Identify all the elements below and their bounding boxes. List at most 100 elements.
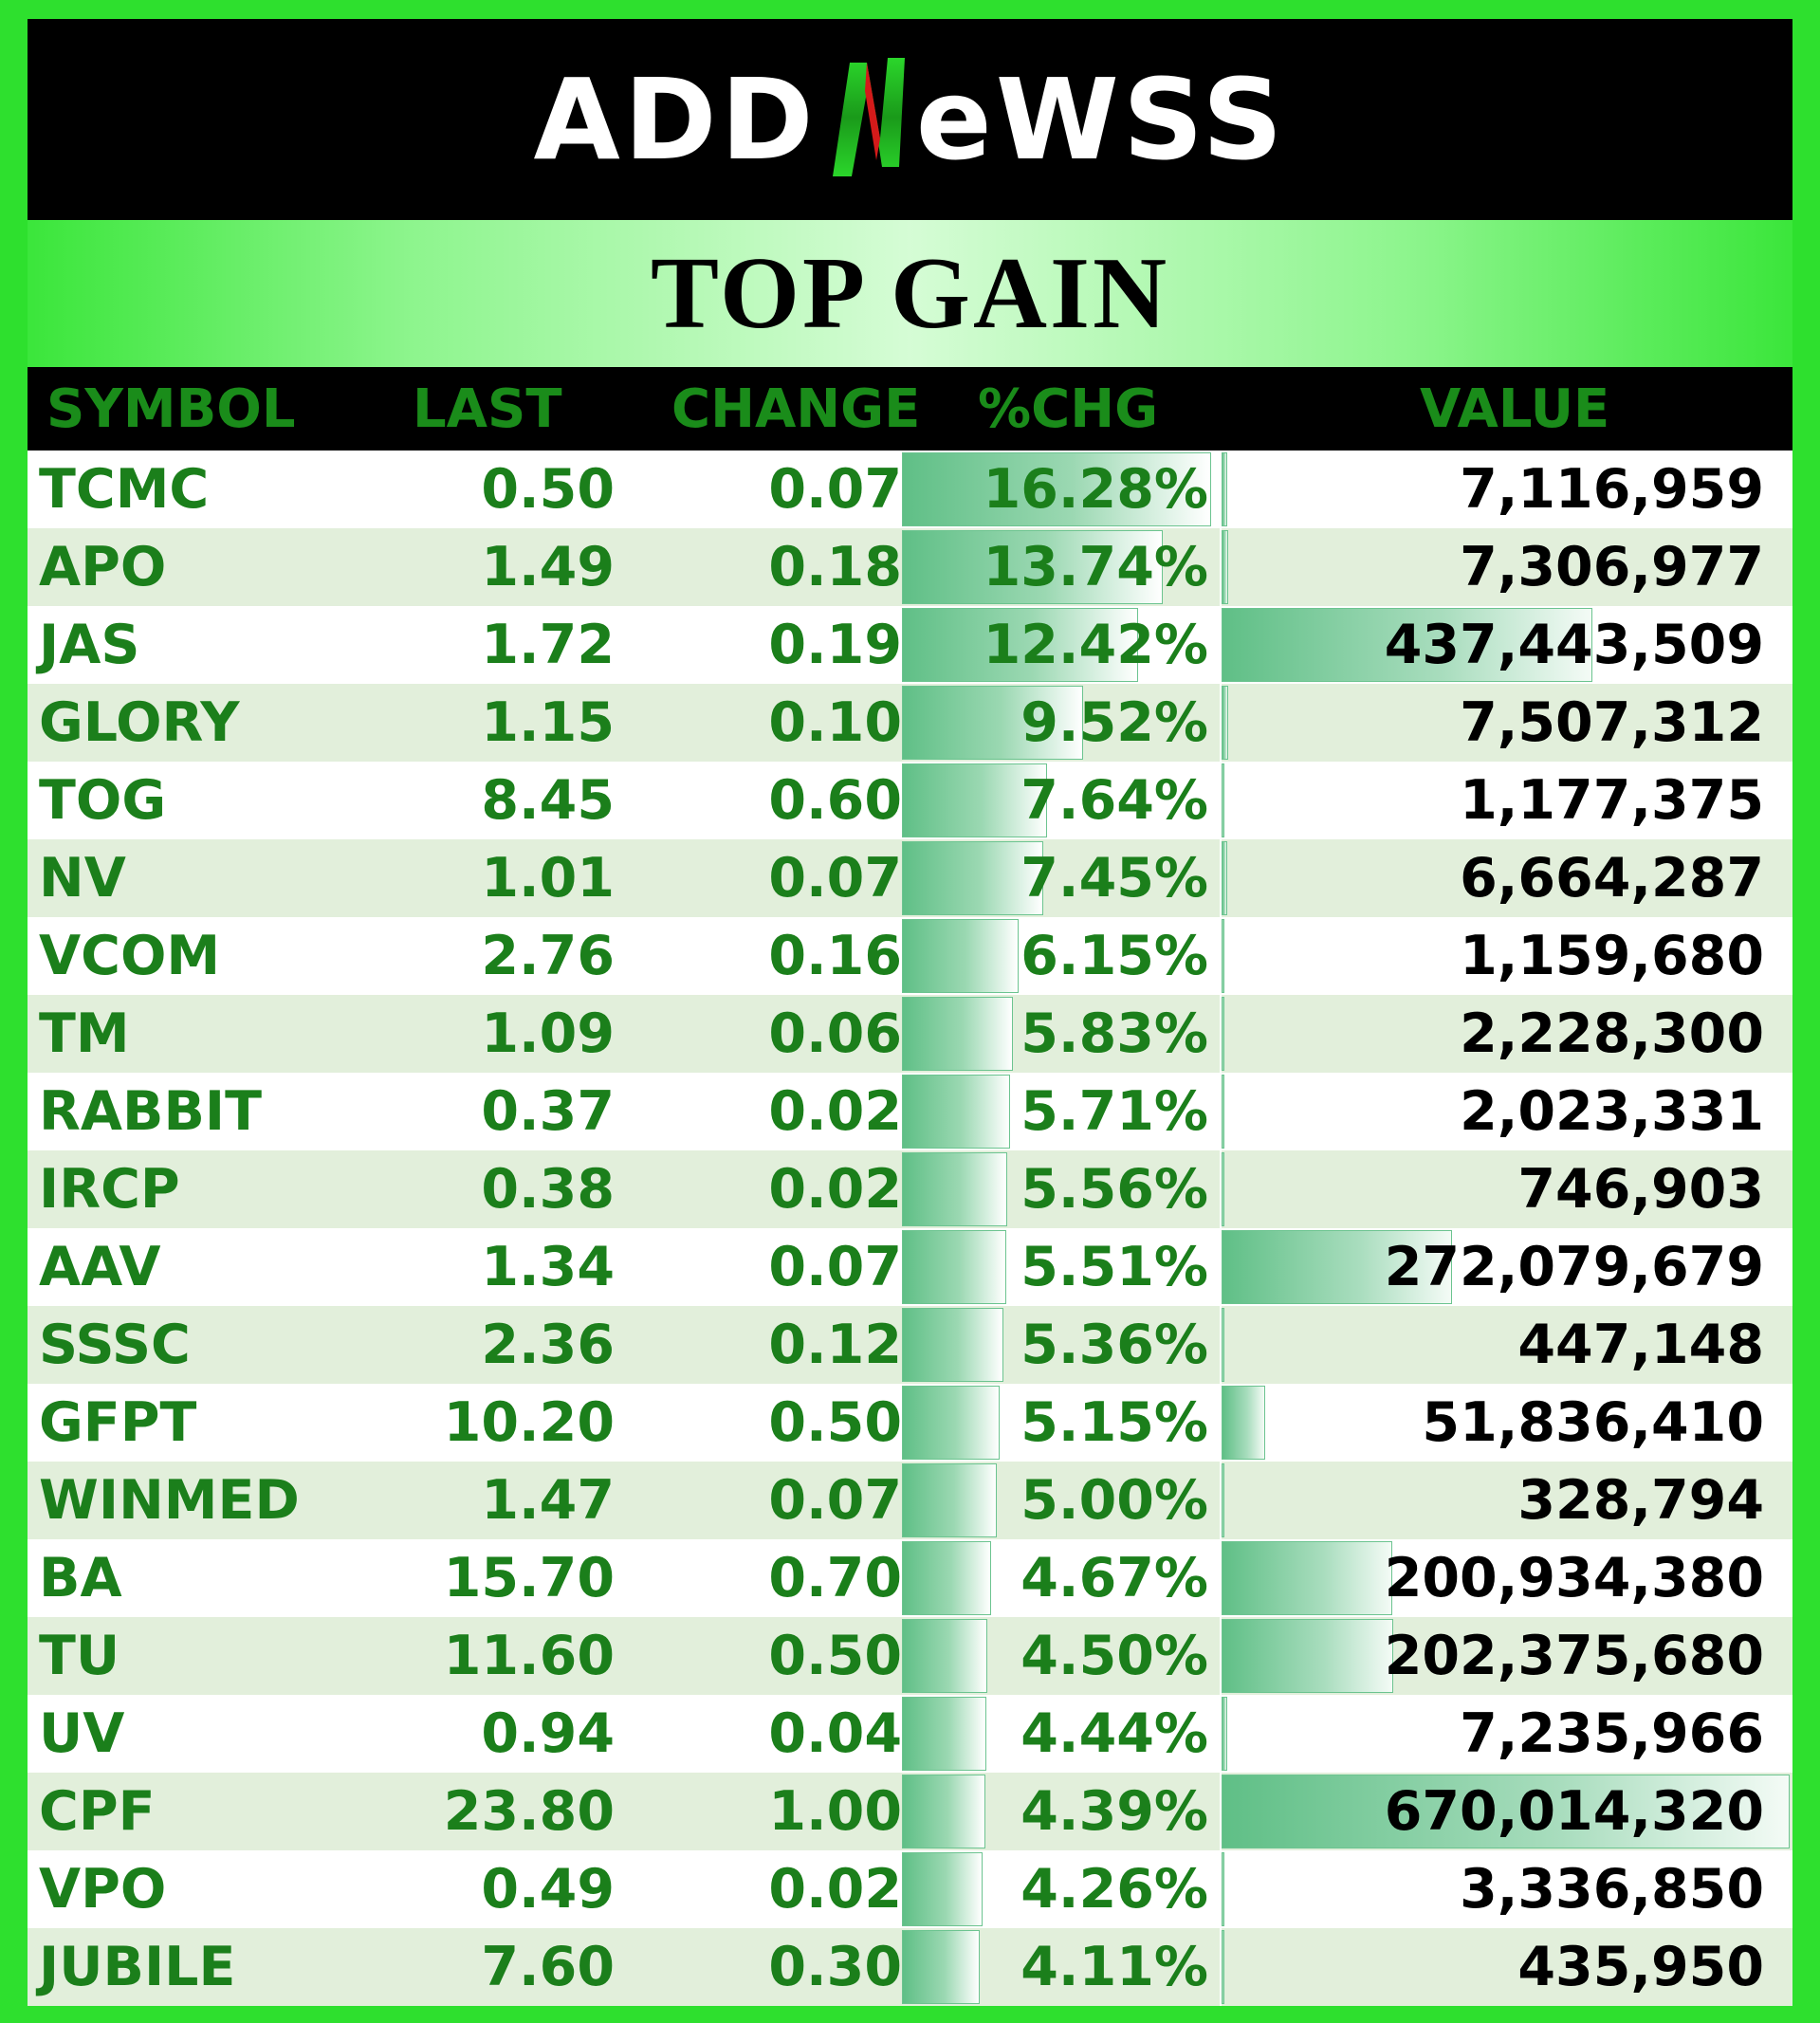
value-cell-text: 2,228,300 <box>1460 1002 1764 1065</box>
pctchg-cell: 5.71% <box>902 1073 1222 1150</box>
change-cell: 0.07 <box>615 451 902 528</box>
table-row[interactable]: TM 1.09 0.06 5.83% 2,228,300 <box>28 995 1792 1073</box>
table-row[interactable]: TU 11.60 0.50 4.50% 202,375,680 <box>28 1617 1792 1695</box>
value-data-bar <box>1222 763 1224 837</box>
change-cell: 0.50 <box>615 1384 902 1462</box>
value-cell-text: 6,664,287 <box>1460 847 1764 910</box>
value-data-bar <box>1222 1152 1224 1226</box>
pctchg-data-bar <box>902 841 1043 915</box>
symbol-cell-text: JAS <box>39 614 140 676</box>
col-header-symbol[interactable]: SYMBOL <box>28 367 327 451</box>
col-header-last[interactable]: LAST <box>327 367 615 451</box>
pctchg-cell-text: 12.42% <box>983 614 1208 676</box>
table-row[interactable]: JUBILE 7.60 0.30 4.11% 435,950 <box>28 1928 1792 2006</box>
table-row[interactable]: GLORY 1.15 0.10 9.52% 7,507,312 <box>28 684 1792 762</box>
table-row[interactable]: WINMED 1.47 0.07 5.00% 328,794 <box>28 1462 1792 1539</box>
top-gain-board: ADD eWSS TOP GAIN <box>28 19 1792 2007</box>
change-cell: 0.18 <box>615 528 902 606</box>
symbol-cell: BA <box>28 1539 327 1617</box>
col-header-change[interactable]: CHANGE <box>615 367 920 451</box>
pctchg-data-bar <box>902 530 1163 604</box>
value-cell: 7,507,312 <box>1221 684 1792 762</box>
col-header-pctchg[interactable]: %CHG <box>902 367 1221 451</box>
last-cell: 2.36 <box>327 1306 615 1384</box>
last-cell-text: 0.38 <box>481 1158 615 1221</box>
value-cell: 7,306,977 <box>1221 528 1792 606</box>
table-row[interactable]: UV 0.94 0.04 4.44% 7,235,966 <box>28 1695 1792 1773</box>
change-cell-text: 0.50 <box>768 1625 902 1687</box>
value-cell: 200,934,380 <box>1221 1539 1792 1617</box>
gainers-table: SYMBOL LAST CHANGE %CHG VALUE TCMC 0.50 0.… <box>28 367 1792 2006</box>
table-row[interactable]: GFPT 10.20 0.50 5.15% 51,836,410 <box>28 1384 1792 1462</box>
pctchg-cell: 5.83% <box>902 995 1222 1073</box>
value-cell: 51,836,410 <box>1221 1384 1792 1462</box>
change-cell-text: 0.06 <box>768 1002 902 1065</box>
table-row[interactable]: VPO 0.49 0.02 4.26% 3,336,850 <box>28 1850 1792 1928</box>
symbol-cell: JUBILE <box>28 1928 327 2006</box>
value-data-bar <box>1222 530 1228 604</box>
table-row[interactable]: JAS 1.72 0.19 12.42% 437,443,509 <box>28 606 1792 684</box>
value-cell-text: 746,903 <box>1517 1158 1764 1221</box>
pctchg-cell-text: 4.67% <box>1020 1547 1208 1609</box>
value-data-bar <box>1222 997 1224 1071</box>
table-row[interactable]: NV 1.01 0.07 7.45% 6,664,287 <box>28 839 1792 917</box>
last-cell-text: 1.49 <box>481 536 615 598</box>
col-header-value[interactable]: VALUE <box>1221 367 1792 451</box>
value-data-bar <box>1222 1697 1227 1771</box>
last-cell-text: 1.72 <box>481 614 615 676</box>
value-cell: 2,023,331 <box>1221 1073 1792 1150</box>
brand-header: ADD eWSS <box>28 19 1792 220</box>
table-row[interactable]: APO 1.49 0.18 13.74% 7,306,977 <box>28 528 1792 606</box>
last-cell-text: 2.76 <box>481 925 615 987</box>
table-row[interactable]: IRCP 0.38 0.02 5.56% 746,903 <box>28 1150 1792 1228</box>
last-cell-text: 23.80 <box>443 1780 615 1843</box>
change-cell-text: 0.02 <box>768 1858 902 1921</box>
last-cell-text: 1.34 <box>481 1236 615 1298</box>
last-cell-text: 0.94 <box>481 1702 615 1765</box>
last-cell-text: 10.20 <box>443 1391 615 1454</box>
pctchg-cell-text: 7.45% <box>1020 847 1208 910</box>
table-row[interactable]: BA 15.70 0.70 4.67% 200,934,380 <box>28 1539 1792 1617</box>
pctchg-data-bar <box>902 1463 997 1537</box>
pctchg-cell-text: 5.71% <box>1020 1080 1208 1143</box>
last-cell: 8.45 <box>327 762 615 839</box>
table-row[interactable]: TCMC 0.50 0.07 16.28% 7,116,959 <box>28 451 1792 528</box>
table-row[interactable]: RABBIT 0.37 0.02 5.71% 2,023,331 <box>28 1073 1792 1150</box>
table-row[interactable]: AAV 1.34 0.07 5.51% 272,079,679 <box>28 1228 1792 1306</box>
symbol-cell: TU <box>28 1617 327 1695</box>
change-cell: 0.07 <box>615 1228 902 1306</box>
value-data-bar <box>1222 686 1228 760</box>
pctchg-data-bar <box>902 919 1019 993</box>
symbol-cell: IRCP <box>28 1150 327 1228</box>
symbol-cell: VCOM <box>28 917 327 995</box>
table-row[interactable]: CPF 23.80 1.00 4.39% 670,014,320 <box>28 1773 1792 1850</box>
table-row[interactable]: VCOM 2.76 0.16 6.15% 1,159,680 <box>28 917 1792 995</box>
value-cell-text: 272,079,679 <box>1384 1236 1764 1298</box>
pctchg-cell: 4.26% <box>902 1850 1222 1928</box>
symbol-cell: RABBIT <box>28 1073 327 1150</box>
pctchg-cell: 5.36% <box>902 1306 1222 1384</box>
last-cell: 15.70 <box>327 1539 615 1617</box>
last-cell: 0.38 <box>327 1150 615 1228</box>
last-cell: 2.76 <box>327 917 615 995</box>
change-cell: 0.12 <box>615 1306 902 1384</box>
pctchg-cell: 5.15% <box>902 1384 1222 1462</box>
symbol-cell-text: SSSC <box>39 1314 191 1376</box>
value-cell: 1,177,375 <box>1221 762 1792 839</box>
pctchg-data-bar <box>902 452 1211 526</box>
table-row[interactable]: TOG 8.45 0.60 7.64% 1,177,375 <box>28 762 1792 839</box>
symbol-cell: SSSC <box>28 1306 327 1384</box>
last-cell: 1.34 <box>327 1228 615 1306</box>
value-data-bar <box>1222 1230 1452 1304</box>
table-row[interactable]: SSSC 2.36 0.12 5.36% 447,148 <box>28 1306 1792 1384</box>
pctchg-cell-text: 5.83% <box>1020 1002 1208 1065</box>
pctchg-cell-text: 5.56% <box>1020 1158 1208 1221</box>
change-cell-text: 0.02 <box>768 1080 902 1143</box>
value-cell-text: 670,014,320 <box>1384 1780 1764 1843</box>
value-cell: 670,014,320 <box>1221 1773 1792 1850</box>
pctchg-data-bar <box>902 1930 980 2004</box>
last-cell-text: 7.60 <box>481 1936 615 1998</box>
pctchg-cell-text: 5.15% <box>1020 1391 1208 1454</box>
pctchg-data-bar <box>902 686 1083 760</box>
change-cell-text: 0.16 <box>768 925 902 987</box>
